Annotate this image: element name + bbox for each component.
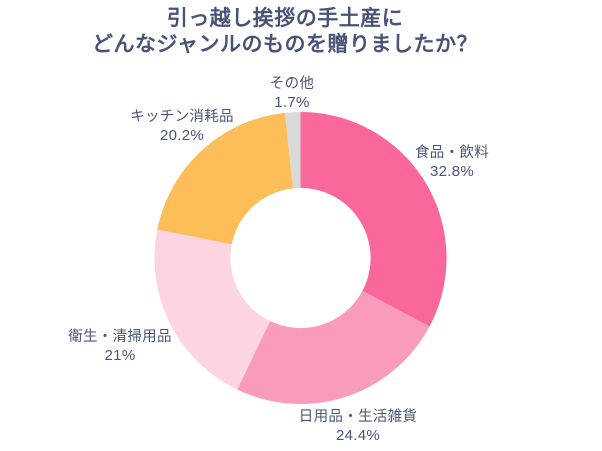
slice-label-percent: 20.2% — [159, 126, 205, 144]
donut-slice-0 — [300, 112, 447, 327]
donut-slice-3 — [157, 112, 294, 245]
slice-label-percent: 1.7% — [274, 93, 310, 111]
slice-label-text: その他 — [269, 76, 315, 92]
chart-title-line2: どんなジャンルのものを贈りましたか？ — [92, 33, 478, 57]
slice-label-text: 日用品・生活雑貨 — [298, 409, 418, 425]
slice-label-percent: 21% — [104, 346, 136, 364]
chart-title: 引っ越し挨拶の手土産に どんなジャンルのものを贈りましたか？ — [0, 6, 570, 59]
slice-label-hygiene-cleaning: 衛生・清掃用品 21% — [40, 329, 200, 364]
slice-label-percent: 32.8% — [429, 162, 475, 180]
slice-label-food-beverage: 食品・飲料 32.8% — [392, 145, 512, 180]
chart-title-line1: 引っ越し挨拶の手土産に — [166, 7, 404, 30]
slice-label-daily-goods: 日用品・生活雑貨 24.4% — [278, 409, 438, 444]
donut-slice-2 — [154, 229, 271, 390]
donut-slice-4 — [284, 112, 301, 189]
slice-label-text: 食品・飲料 — [415, 145, 489, 161]
slice-label-percent: 24.4% — [335, 426, 381, 444]
slice-label-kitchen-consumables: キッチン消耗品 20.2% — [102, 109, 262, 144]
donut-slice-1 — [237, 290, 430, 405]
slice-label-other: その他 1.7% — [242, 76, 342, 111]
slice-label-text: 衛生・清掃用品 — [68, 329, 172, 345]
slice-label-text: キッチン消耗品 — [130, 109, 234, 125]
